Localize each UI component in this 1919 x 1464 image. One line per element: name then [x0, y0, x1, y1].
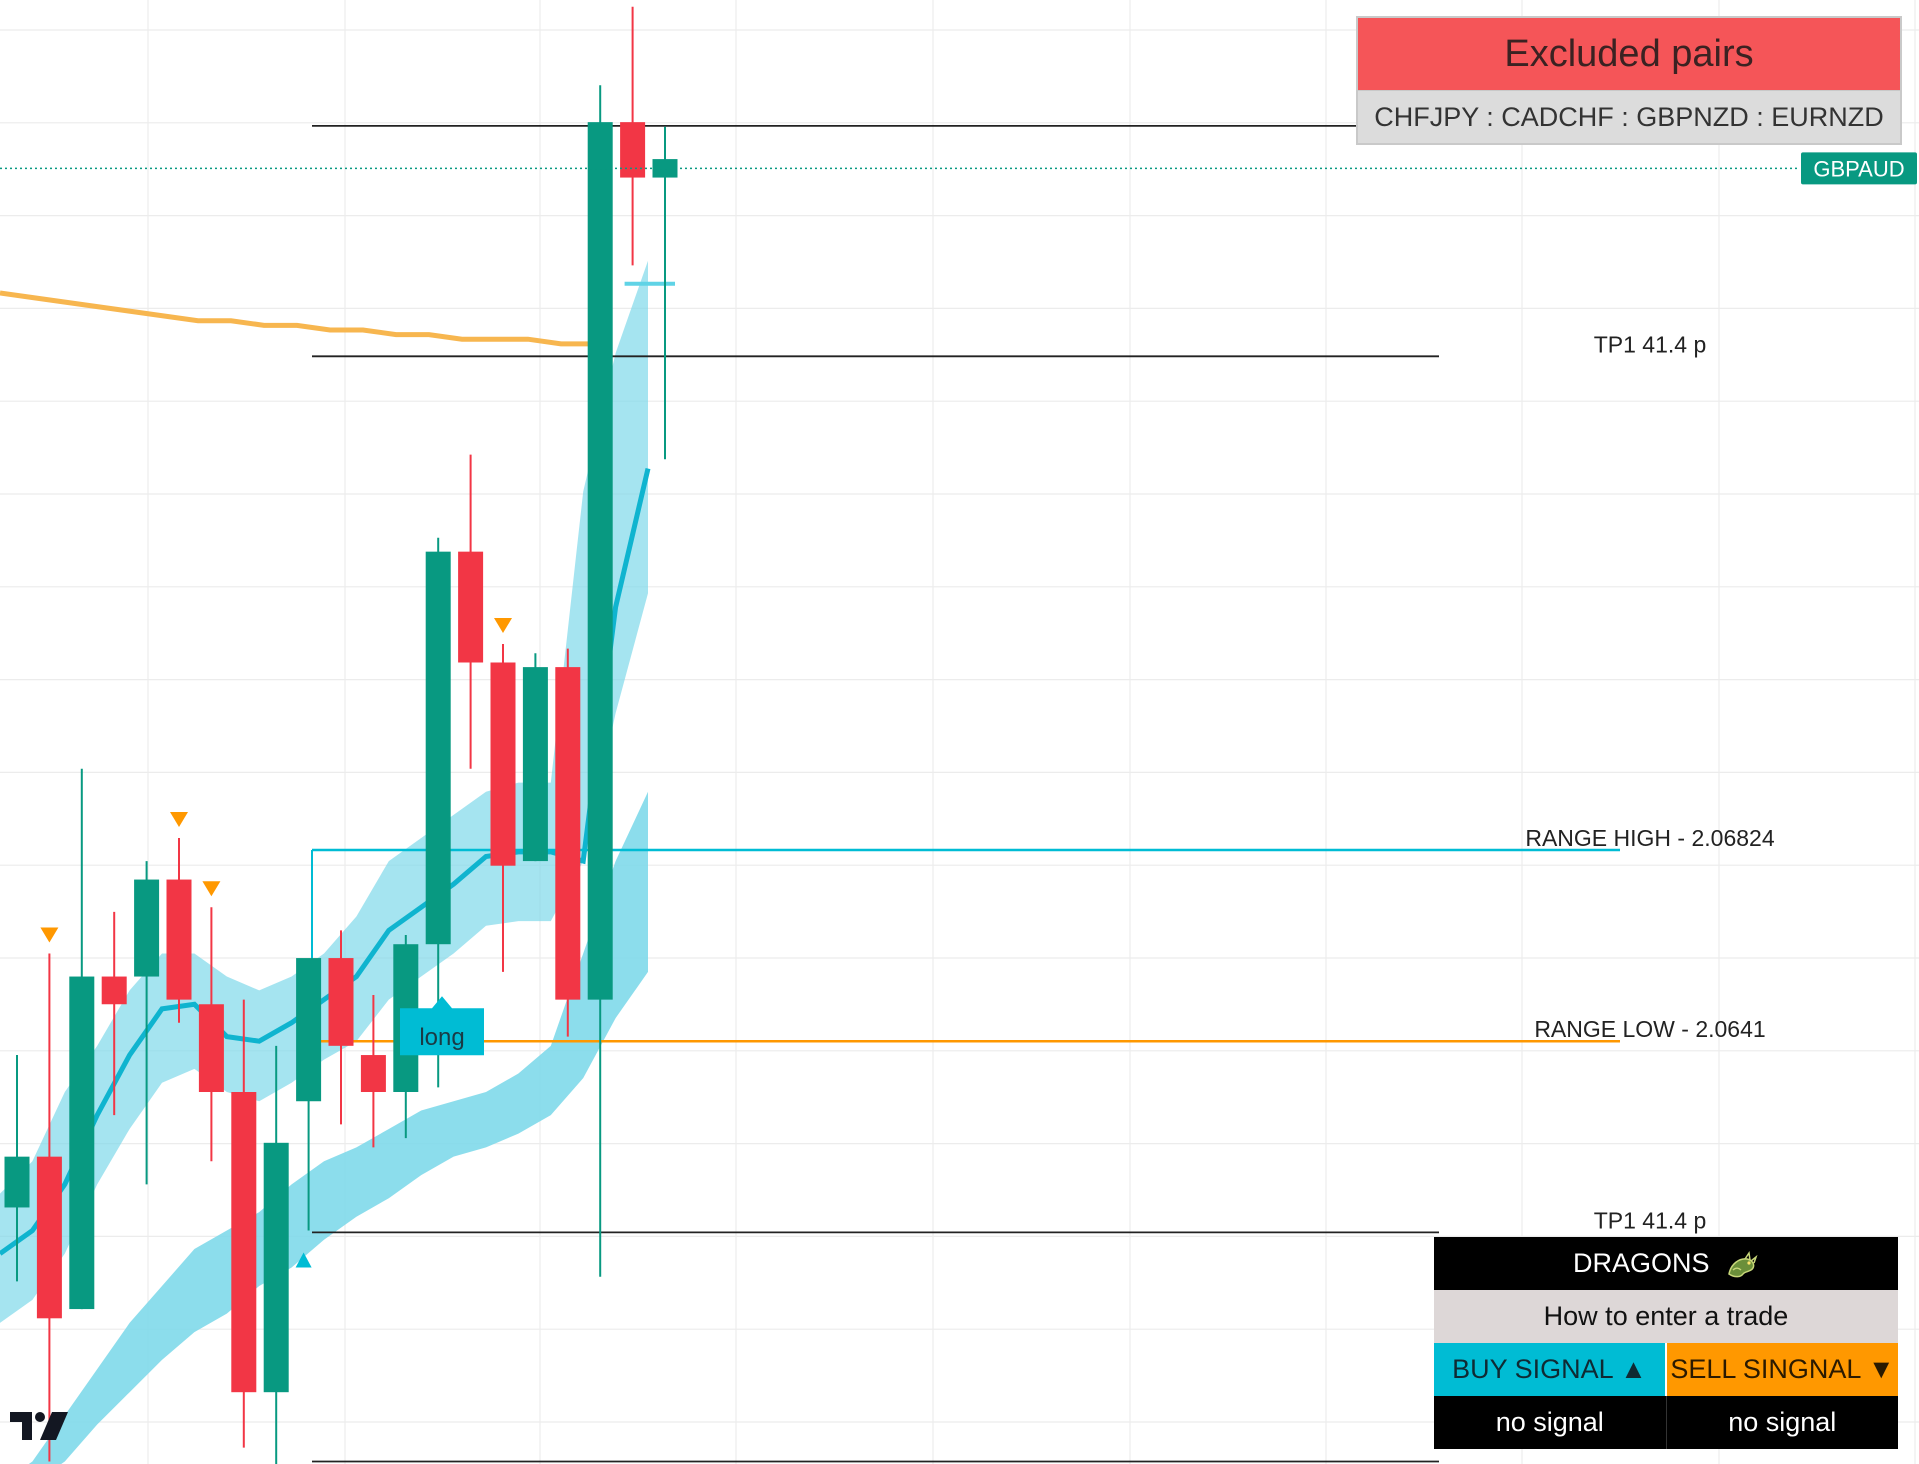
slow-moving-average-line	[0, 290, 594, 347]
excluded-pairs-title: Excluded pairs	[1358, 18, 1900, 90]
dragons-title: DRAGONS	[1572, 1248, 1710, 1278]
long-signal-label: long	[419, 1024, 464, 1051]
buy-marker-icon	[295, 1252, 312, 1268]
candle-down	[360, 1055, 386, 1093]
symbol-price-tag	[1801, 152, 1917, 185]
candle-up	[263, 1142, 289, 1393]
candle-down	[231, 1092, 257, 1393]
candle-down	[620, 122, 646, 178]
sell-marker-icon	[170, 811, 188, 827]
level-label: RANGE HIGH - 2.06824	[1525, 825, 1774, 851]
signal-markers: long	[40, 618, 512, 1268]
candle-up	[296, 958, 322, 1102]
candle-down	[36, 1156, 62, 1319]
candle-up	[587, 122, 613, 1000]
candle-down	[198, 1004, 224, 1093]
candle-up	[425, 551, 451, 945]
dragons-signal-panel: DRAGONS How to enter a trade BUY SIGNAL …	[1434, 1237, 1898, 1449]
candlesticks	[4, 6, 678, 1464]
excluded-pairs-panel: Excluded pairs CHFJPY : CADCHF : GBPNZD …	[1356, 16, 1902, 145]
level-label: TP1 41.4 p	[1594, 1207, 1707, 1233]
candle-down	[555, 667, 581, 1000]
dragon-icon	[1728, 1250, 1758, 1278]
fast-band	[0, 260, 648, 1323]
candle-down	[328, 958, 354, 1046]
signal-header-row: BUY SIGNAL ▲ SELL SINGNAL ▼	[1434, 1343, 1898, 1396]
sell-signal-value: no signal	[1665, 1396, 1898, 1449]
candle-up	[4, 1156, 30, 1208]
symbol-label: GBPAUD	[1813, 156, 1904, 181]
dragons-title-row: DRAGONS	[1434, 1237, 1898, 1290]
excluded-pairs-list: CHFJPY : CADCHF : GBPNZD : EURNZD	[1358, 90, 1900, 143]
moving-average-bands	[0, 260, 648, 1464]
buy-signal-value: no signal	[1434, 1396, 1666, 1449]
buy-signal-label: BUY SIGNAL ▲	[1434, 1343, 1665, 1396]
how-to-enter-trade-link[interactable]: How to enter a trade	[1434, 1290, 1898, 1343]
sell-marker-icon	[40, 927, 59, 943]
candle-up	[134, 879, 160, 977]
candle-down	[490, 662, 516, 866]
slow-band	[28, 791, 648, 1464]
sell-marker-icon	[494, 618, 512, 634]
sell-marker-icon	[202, 881, 221, 897]
level-label: TP1 41.4 p	[1594, 331, 1707, 357]
candle-up	[522, 667, 548, 862]
long-signal-label-box	[400, 996, 484, 1056]
sell-signal-label: SELL SINGNAL ▼	[1665, 1343, 1898, 1396]
candle-down	[101, 976, 127, 1005]
candle-down	[458, 551, 484, 663]
candle-down	[166, 879, 192, 1000]
candle-up	[69, 976, 95, 1310]
signal-value-row: no signal no signal	[1434, 1396, 1898, 1449]
current-price-tag: GBPAUD	[0, 152, 1917, 185]
tradingview-logo-icon[interactable]	[10, 1410, 70, 1442]
level-label: RANGE LOW - 2.0641	[1534, 1016, 1765, 1042]
